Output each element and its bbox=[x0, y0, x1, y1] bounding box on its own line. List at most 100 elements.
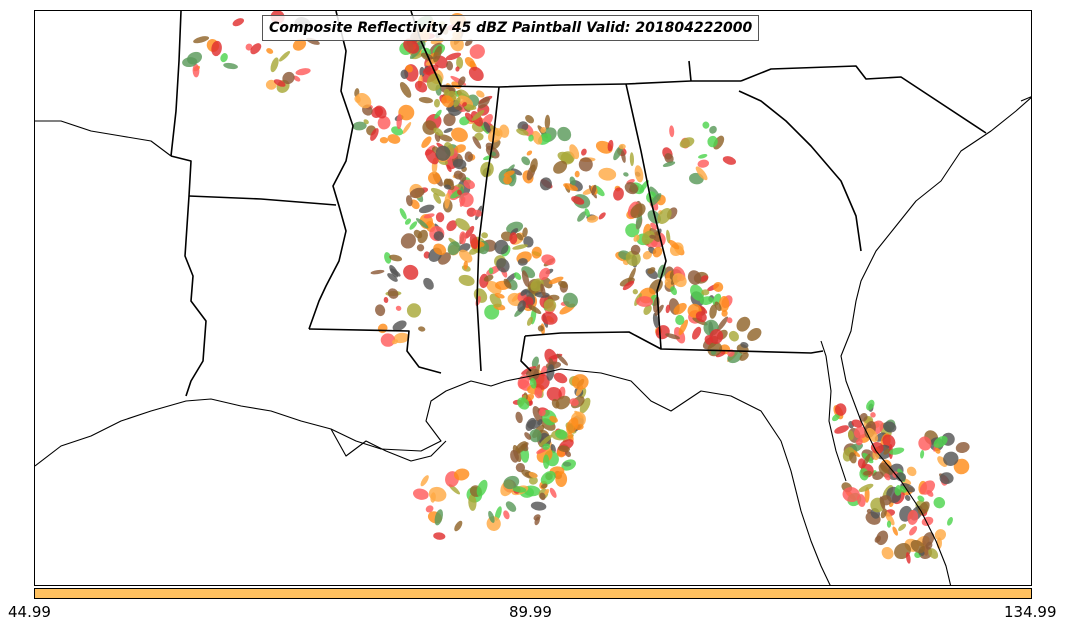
reflectivity-blob bbox=[541, 254, 556, 266]
reflectivity-blob bbox=[522, 227, 528, 238]
reflectivity-blob bbox=[928, 548, 939, 559]
reflectivity-blob bbox=[520, 288, 529, 296]
reflectivity-blob bbox=[728, 330, 739, 342]
reflectivity-blob bbox=[404, 218, 412, 225]
reflectivity-blob bbox=[374, 105, 387, 119]
reflectivity-blob bbox=[654, 304, 664, 316]
reflectivity-blob bbox=[714, 301, 722, 312]
reflectivity-blob bbox=[387, 288, 399, 299]
reflectivity-blob bbox=[870, 442, 884, 454]
reflectivity-blob bbox=[910, 540, 925, 554]
reflectivity-blob bbox=[736, 316, 751, 332]
reflectivity-blob bbox=[672, 273, 687, 288]
reflectivity-blob bbox=[434, 109, 442, 119]
reflectivity-blob bbox=[506, 221, 524, 234]
reflectivity-blob bbox=[709, 304, 717, 319]
reflectivity-blob bbox=[947, 516, 953, 526]
reflectivity-blob bbox=[250, 43, 262, 55]
border-nc-sc bbox=[740, 65, 987, 134]
reflectivity-blob bbox=[463, 179, 475, 190]
reflectivity-blob bbox=[630, 244, 641, 255]
reflectivity-blob bbox=[462, 102, 467, 107]
reflectivity-blob bbox=[503, 278, 512, 289]
reflectivity-blob bbox=[702, 121, 710, 129]
coast-la-delta bbox=[330, 428, 447, 462]
reflectivity-blob bbox=[679, 137, 695, 148]
reflectivity-blob bbox=[898, 523, 907, 532]
reflectivity-blob bbox=[718, 296, 730, 312]
reflectivity-blob bbox=[530, 158, 538, 173]
reflectivity-blob bbox=[541, 483, 548, 489]
reflectivity-blob bbox=[392, 320, 407, 331]
reflectivity-blob bbox=[832, 414, 840, 422]
reflectivity-blob bbox=[426, 73, 443, 91]
reflectivity-blob bbox=[553, 160, 568, 174]
reflectivity-blob bbox=[447, 241, 461, 256]
border-tn-nc bbox=[625, 80, 741, 85]
reflectivity-blob bbox=[459, 249, 473, 263]
reflectivity-blob bbox=[464, 57, 476, 68]
reflectivity-blob bbox=[370, 269, 385, 275]
reflectivity-blob bbox=[265, 79, 277, 90]
reflectivity-blob bbox=[512, 244, 528, 250]
reflectivity-blob bbox=[463, 260, 468, 270]
reflectivity-blob bbox=[503, 170, 515, 177]
reflectivity-blob bbox=[454, 520, 463, 532]
reflectivity-blob bbox=[538, 409, 546, 417]
reflectivity-blob bbox=[563, 292, 578, 308]
reflectivity-blob bbox=[451, 127, 468, 143]
reflectivity-blob bbox=[539, 434, 553, 447]
reflectivity-blob bbox=[232, 18, 245, 27]
reflectivity-blob bbox=[933, 497, 946, 509]
reflectivity-blob bbox=[548, 276, 564, 285]
reflectivity-blob bbox=[892, 526, 898, 536]
reflectivity-blob bbox=[834, 403, 847, 416]
reflectivity-blob bbox=[503, 510, 510, 520]
reflectivity-blob bbox=[415, 218, 429, 229]
reflectivity-blob bbox=[872, 471, 884, 480]
reflectivity-blob bbox=[273, 79, 286, 87]
reflectivity-blob bbox=[245, 43, 253, 51]
reflectivity-blob bbox=[925, 541, 933, 550]
reflectivity-blob bbox=[531, 246, 542, 259]
reflectivity-blob bbox=[473, 209, 483, 217]
reflectivity-blob bbox=[625, 223, 640, 238]
reflectivity-blob bbox=[883, 421, 897, 433]
reflectivity-blob bbox=[678, 319, 689, 336]
reflectivity-blob bbox=[834, 425, 849, 434]
reflectivity-blob bbox=[457, 189, 462, 196]
reflectivity-blob bbox=[494, 293, 505, 299]
reflectivity-blob bbox=[934, 448, 941, 454]
reflectivity-blob bbox=[613, 187, 624, 201]
reflectivity-blob bbox=[569, 398, 579, 407]
reflectivity-blob bbox=[292, 38, 307, 51]
reflectivity-blob bbox=[384, 252, 392, 264]
reflectivity-blob bbox=[722, 156, 737, 165]
reflectivity-blob bbox=[618, 143, 626, 150]
reflectivity-blob bbox=[420, 475, 429, 487]
reflectivity-blob bbox=[569, 176, 576, 186]
reflectivity-blob bbox=[419, 66, 425, 77]
reflectivity-blob bbox=[511, 168, 523, 176]
reflectivity-blob bbox=[598, 212, 606, 220]
reflectivity-blob bbox=[540, 127, 547, 133]
reflectivity-blob bbox=[574, 410, 584, 419]
reflectivity-blob bbox=[409, 187, 425, 199]
reflectivity-blob bbox=[666, 229, 671, 244]
reflectivity-blob bbox=[534, 291, 550, 298]
reflectivity-blob bbox=[842, 486, 860, 503]
reflectivity-blob bbox=[416, 244, 425, 252]
reflectivity-blob bbox=[933, 435, 948, 448]
reflectivity-blob bbox=[452, 158, 467, 170]
reflectivity-blob bbox=[581, 148, 587, 156]
reflectivity-blob bbox=[574, 423, 584, 431]
reflectivity-blob bbox=[387, 273, 398, 282]
reflectivity-blob bbox=[412, 488, 429, 500]
reflectivity-blob bbox=[879, 496, 886, 510]
reflectivity-blob bbox=[622, 280, 635, 291]
reflectivity-blob bbox=[695, 311, 707, 323]
reflectivity-blob bbox=[430, 187, 446, 197]
reflectivity-blob bbox=[473, 288, 488, 303]
reflectivity-blob bbox=[220, 53, 228, 63]
reflectivity-blob bbox=[909, 526, 918, 536]
